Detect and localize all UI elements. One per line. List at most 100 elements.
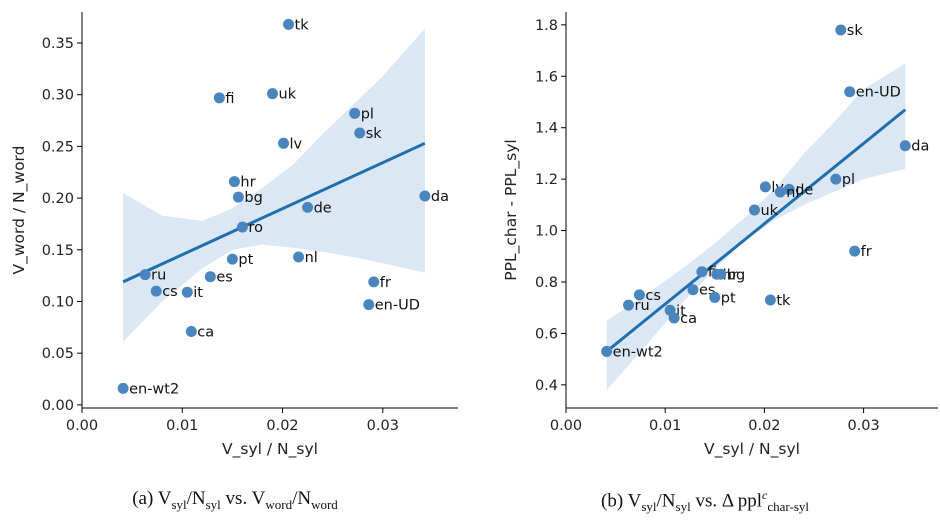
data-point-lv (278, 137, 290, 149)
point-label-fi: fi (225, 91, 234, 107)
data-point-pl (830, 173, 842, 185)
data-point-ca (185, 325, 197, 337)
point-label-it: it (676, 303, 686, 319)
point-label-cs: cs (645, 288, 661, 304)
point-label-fr: fr (861, 244, 872, 260)
data-point-cs (150, 285, 162, 297)
data-point-en-wt2 (601, 345, 613, 357)
y-tick-label: 0.35 (42, 36, 74, 52)
point-label-bg: bg (244, 190, 262, 206)
point-label-hr: hr (240, 175, 255, 191)
point-label-it: it (193, 285, 203, 301)
data-point-lv (759, 181, 771, 193)
data-point-pl (349, 107, 361, 119)
data-point-en-UD (844, 86, 856, 98)
point-label-pt: pt (721, 290, 736, 306)
regression-line (605, 108, 907, 353)
y-tick-label: 0.25 (42, 139, 74, 155)
data-point-tk (764, 294, 776, 306)
point-label-nl: nl (786, 185, 799, 201)
data-point-ru (139, 269, 151, 281)
data-point-fr (849, 245, 861, 257)
point-label-de: de (795, 182, 813, 198)
data-point-nl (293, 251, 305, 263)
data-point-pt (709, 291, 721, 303)
data-point-ru (622, 299, 634, 311)
y-tick-label: 0.05 (42, 346, 74, 362)
point-label-da: da (431, 189, 449, 205)
caption-b: (b) Vsyl/Nsyl vs. Δ pplcchar-syl (601, 488, 809, 515)
point-label-tk: tk (776, 293, 791, 309)
point-label-bg: bg (727, 267, 745, 283)
data-point-tk (283, 18, 295, 30)
data-point-de (783, 183, 795, 195)
point-label-de: de (314, 200, 332, 216)
data-point-en-UD (363, 299, 375, 311)
x-tick-label: 0.02 (748, 418, 780, 434)
y-axis-label: V_word / N_word (10, 146, 29, 275)
data-point-pt (226, 253, 238, 265)
y-tick-label: 1.0 (535, 224, 558, 240)
data-point-it (181, 286, 193, 298)
data-point-cs (633, 289, 645, 301)
point-label-pl: pl (361, 106, 374, 122)
y-tick-label: 1.6 (535, 69, 558, 85)
data-point-bg (232, 191, 244, 203)
confidence-band (606, 63, 906, 391)
x-tick-label: 0.01 (166, 418, 198, 434)
x-tick-label: 0.00 (66, 418, 98, 434)
y-tick-label: 0.00 (42, 398, 74, 414)
x-tick-label: 0.03 (367, 418, 399, 434)
point-label-ru: ru (151, 268, 166, 284)
data-point-fi (696, 266, 708, 278)
point-label-en-UD: en-UD (856, 85, 901, 101)
y-axis-label: PPL_char - PPL_syl (502, 139, 521, 280)
y-tick-label: 0.6 (535, 326, 558, 342)
data-point-sk (354, 127, 366, 139)
data-point-uk (267, 88, 279, 100)
point-label-fr: fr (380, 275, 391, 291)
point-label-nl: nl (305, 250, 318, 266)
y-tick-label: 0.30 (42, 88, 74, 104)
data-point-da (899, 140, 911, 152)
x-tick-label: 0.02 (266, 418, 298, 434)
data-point-fi (213, 92, 225, 104)
point-label-uk: uk (760, 203, 778, 219)
point-label-cs: cs (162, 284, 178, 300)
point-label-en-wt2: en-wt2 (129, 381, 179, 397)
data-point-ro (236, 221, 248, 233)
data-point-sk (835, 24, 847, 36)
x-tick-label: 0.03 (847, 418, 879, 434)
point-label-es: es (216, 270, 232, 286)
y-tick-label: 0.4 (535, 378, 558, 394)
y-tick-label: 0.8 (535, 275, 558, 291)
data-point-es (204, 271, 216, 283)
y-tick-label: 1.4 (535, 121, 558, 137)
point-label-hr: hr (723, 267, 738, 283)
data-point-uk (748, 204, 760, 216)
y-tick-label: 0.15 (42, 243, 74, 259)
point-label-ca: ca (680, 311, 697, 327)
x-tick-label: 0.00 (550, 418, 582, 434)
point-label-da: da (911, 139, 929, 155)
y-tick-label: 1.2 (535, 172, 558, 188)
point-label-ro: ro (248, 220, 263, 236)
data-point-fr (368, 276, 380, 288)
x-axis-label: V_syl / N_syl (222, 440, 318, 459)
data-point-es (687, 284, 699, 296)
point-label-sk: sk (366, 126, 383, 142)
point-label-tk: tk (295, 17, 310, 33)
regression-line (122, 141, 426, 284)
x-axis-label: V_syl / N_syl (704, 440, 800, 459)
confidence-band (123, 28, 425, 342)
panel-b: sken-UDdapllvdenlukfrfihrbgcsespttkruitc… (502, 12, 938, 459)
y-tick-label: 1.8 (535, 18, 558, 34)
point-label-pl: pl (842, 172, 855, 188)
data-point-da (419, 190, 431, 202)
point-label-pt: pt (238, 252, 253, 268)
data-point-bg (715, 268, 727, 280)
y-tick-label: 0.20 (42, 191, 74, 207)
x-tick-label: 0.01 (649, 418, 681, 434)
